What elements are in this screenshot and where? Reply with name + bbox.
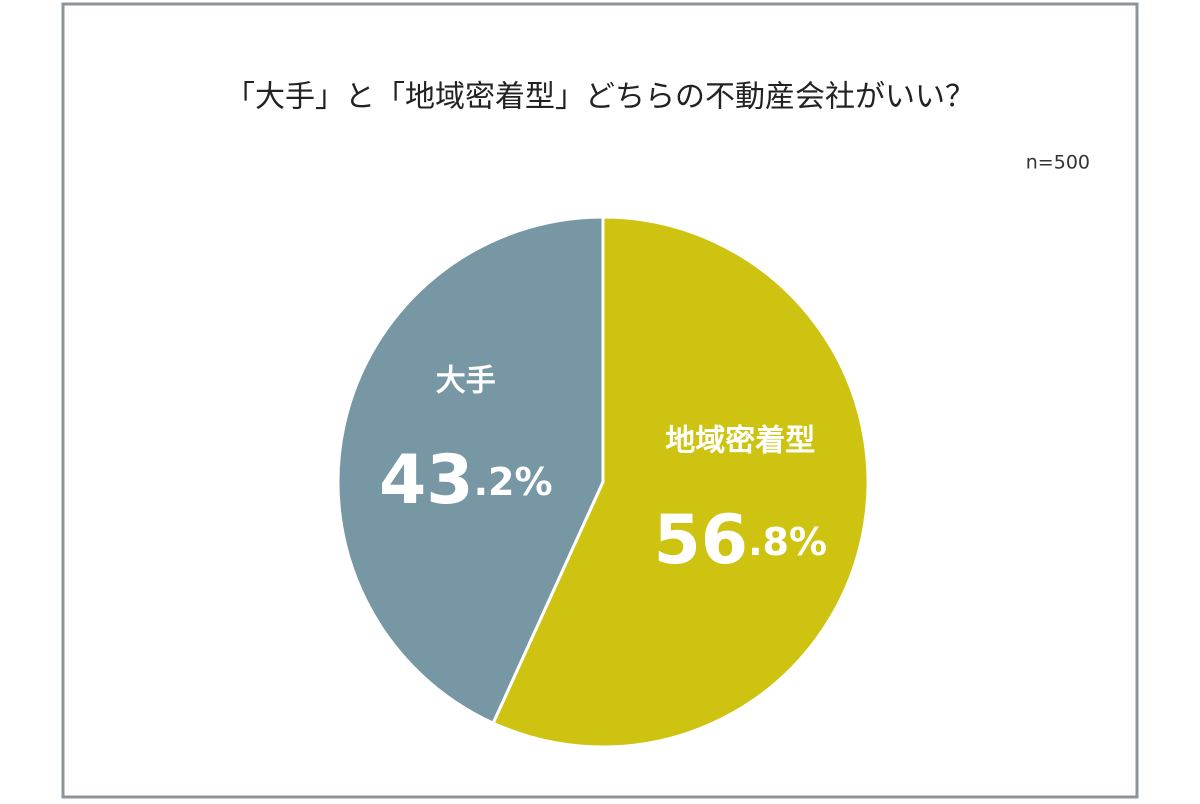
- value-label-major: 56: [653, 500, 748, 579]
- slice-label: 大手: [436, 364, 496, 399]
- value-label-minor: .8%: [748, 519, 827, 563]
- value-label: 43.2%: [379, 441, 553, 520]
- value-label-major: 43: [379, 441, 474, 520]
- pie-slice: [491, 215, 870, 749]
- pie-slice: [336, 215, 605, 726]
- slice-label: 地域密着型: [665, 423, 815, 458]
- sample-size: n=500: [1026, 152, 1090, 174]
- value-label-minor: .2%: [474, 460, 553, 504]
- value-label: 56.8%: [653, 500, 827, 579]
- chart-title: 「大手」と「地域密着型」どちらの不動産会社がいい？: [225, 80, 975, 115]
